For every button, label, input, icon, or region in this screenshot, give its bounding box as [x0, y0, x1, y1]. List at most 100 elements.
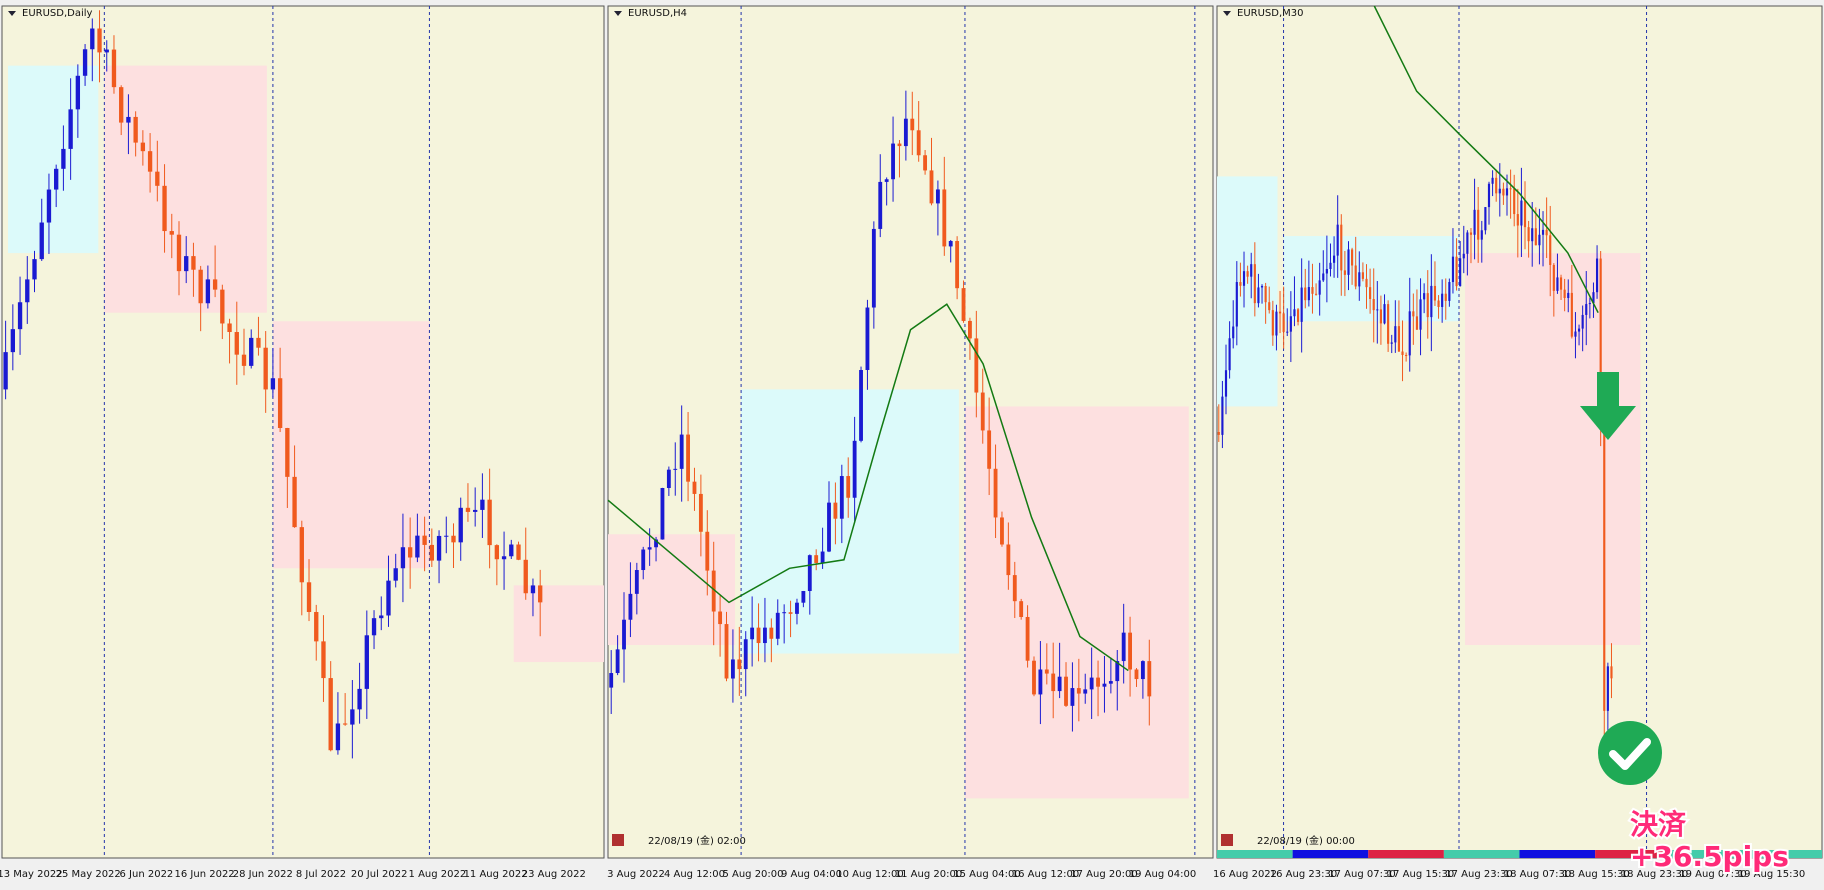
- candle-body: [839, 476, 844, 519]
- candle-body: [718, 611, 723, 625]
- candle-body: [184, 256, 189, 272]
- candle-body: [140, 142, 146, 152]
- candle-body: [169, 231, 174, 235]
- candle-body: [162, 185, 167, 232]
- toolbar-icon: [612, 834, 624, 846]
- session-bar: [1595, 850, 1671, 858]
- x-axis-label: 6 Jun 2022: [120, 869, 174, 880]
- candle-body: [1531, 228, 1534, 242]
- candle-body: [884, 179, 889, 182]
- candle-body: [807, 555, 812, 592]
- candle-body: [1556, 277, 1559, 291]
- candle-body: [1552, 264, 1555, 291]
- candle-body: [1311, 287, 1314, 294]
- candle-body: [1505, 188, 1509, 196]
- candle-body: [1347, 249, 1350, 275]
- zone: [272, 321, 430, 569]
- candle-body: [852, 440, 857, 498]
- candle-body: [756, 627, 761, 644]
- candle-body: [1096, 677, 1100, 687]
- candle-body: [1006, 544, 1011, 576]
- candle-body: [1455, 256, 1458, 287]
- candle-body: [711, 570, 716, 612]
- candle-body: [775, 612, 780, 639]
- candle-body: [1000, 517, 1004, 545]
- x-axis-label: 10 Aug 12:00: [836, 869, 903, 880]
- candle-body: [97, 28, 102, 53]
- candle-body: [903, 118, 908, 147]
- candle-body: [1278, 311, 1282, 314]
- candle-body: [1559, 277, 1563, 290]
- candle-body: [686, 434, 690, 482]
- candle-body: [1527, 227, 1530, 242]
- candle-body: [277, 378, 283, 428]
- candle-body: [205, 279, 211, 304]
- candle-body: [176, 234, 182, 272]
- candle-body: [820, 551, 825, 563]
- x-axis-label: 19 Aug 15:30: [1738, 869, 1805, 880]
- x-axis-label: 20 Jul 2022: [351, 869, 408, 880]
- candle-body: [1296, 309, 1300, 322]
- candle-body: [1498, 188, 1501, 194]
- overlay-line1: 決済: [1630, 808, 1687, 841]
- candle-body: [743, 639, 748, 670]
- candle-body: [871, 228, 876, 308]
- candle-body: [1520, 200, 1523, 226]
- candle-body: [1108, 681, 1113, 684]
- candle-body: [1343, 270, 1346, 275]
- candle-body: [371, 618, 377, 636]
- x-axis-label: 16 Aug 23:30: [1270, 869, 1337, 880]
- candle-body: [1581, 314, 1584, 329]
- candle-body: [1516, 214, 1519, 226]
- candle-body: [795, 602, 799, 614]
- candle-body: [1390, 342, 1393, 344]
- candle-body: [451, 535, 456, 543]
- candle-body: [1523, 200, 1527, 228]
- session-bar: [1519, 850, 1596, 858]
- candle-body: [299, 527, 304, 583]
- candle-body: [1401, 351, 1404, 355]
- x-axis-label: 17 Aug 23:30: [1445, 869, 1512, 880]
- candle-body: [75, 75, 81, 110]
- session-bar: [1368, 850, 1444, 858]
- candle-body: [46, 189, 52, 223]
- candle-body: [1275, 311, 1278, 336]
- zone: [1283, 236, 1459, 322]
- x-axis-label: 17 Aug 07:30: [1328, 869, 1395, 880]
- x-axis-label: 16 Aug 12:00: [1012, 869, 1079, 880]
- candle-body: [1466, 232, 1469, 254]
- candle-body: [666, 469, 671, 488]
- candle-body: [1224, 370, 1228, 397]
- candle-body: [724, 624, 729, 679]
- title-marker: [614, 11, 622, 16]
- candle-body: [788, 612, 793, 614]
- candle-body: [660, 487, 665, 540]
- x-axis-label: 3 Aug 2022: [607, 869, 665, 880]
- candle-body: [1448, 282, 1451, 301]
- candle-body: [1140, 661, 1145, 680]
- candle-body: [256, 337, 261, 348]
- title-marker: [1223, 11, 1231, 16]
- down-arrow: [1580, 372, 1636, 440]
- candle-body: [407, 547, 413, 558]
- candle-body: [285, 427, 290, 477]
- x-axis-label: 4 Aug 12:00: [664, 869, 725, 880]
- candle-body: [147, 151, 153, 172]
- candle-body: [111, 49, 117, 88]
- candle-body: [234, 332, 239, 355]
- candle-body: [628, 593, 633, 620]
- candle-body: [1567, 292, 1570, 298]
- candle-body: [897, 143, 902, 147]
- candle-body: [487, 499, 492, 546]
- candle-body: [1595, 258, 1599, 293]
- candle-body: [400, 547, 406, 569]
- candle-body: [1563, 289, 1566, 298]
- candle-body: [82, 49, 88, 76]
- candle-body: [1570, 292, 1573, 337]
- candle-body: [641, 549, 646, 571]
- candle-body: [1089, 677, 1094, 690]
- candle-body: [935, 189, 940, 204]
- candle-body: [1351, 249, 1354, 266]
- zone: [1465, 253, 1641, 645]
- candle-body: [191, 256, 196, 270]
